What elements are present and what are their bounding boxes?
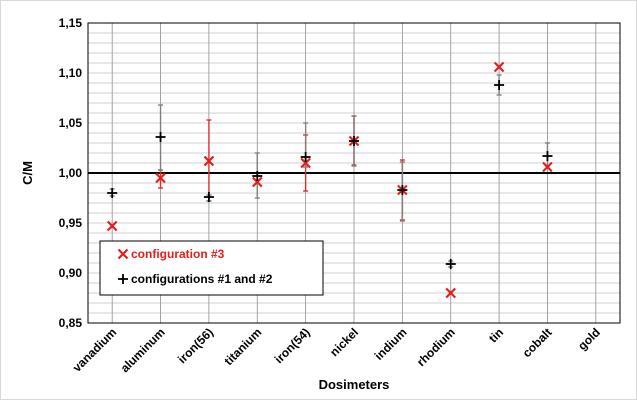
- data-point-x: [251, 176, 263, 188]
- y-tick-label: 0,85: [59, 316, 83, 330]
- data-point-x: [203, 155, 215, 167]
- data-point-plus: [107, 188, 118, 198]
- y-axis-title: C/M: [20, 161, 35, 185]
- data-marks: [106, 61, 553, 299]
- data-point-plus: [300, 152, 311, 162]
- legend-label-series-1: configuration #3: [131, 247, 225, 261]
- data-point-plus: [397, 185, 408, 195]
- data-point-x: [155, 172, 166, 184]
- y-tick-label: 1,00: [59, 166, 83, 180]
- y-tick-label: 0,90: [59, 266, 83, 280]
- plot-area: [87, 22, 621, 324]
- legend-box: [99, 240, 324, 296]
- legend-label-series-2: configurations #1 and #2: [131, 272, 273, 286]
- y-tick-label: 0,95: [59, 216, 83, 230]
- data-point-plus: [203, 192, 214, 202]
- legend: configuration #3 configurations #1 and #…: [99, 240, 324, 296]
- data-point-plus: [349, 136, 359, 146]
- legend-marker-x-icon: [117, 248, 129, 260]
- y-tick-labels: 0,85 0,90 0,95 1,00 1,05 1,10 1,15: [59, 16, 83, 330]
- y-tick-label: 1,05: [59, 116, 83, 130]
- legend-plus-symbol: [118, 274, 128, 284]
- y-tick-label: 1,15: [59, 16, 83, 30]
- data-point-plus: [155, 132, 166, 142]
- data-point-plus: [494, 80, 505, 90]
- x-axis-title: Dosimeters: [319, 377, 390, 392]
- legend-x-symbol: [117, 248, 129, 260]
- data-point-plus: [252, 171, 263, 181]
- data-point-plus: [445, 259, 456, 269]
- y-tick-label: 1,10: [59, 66, 83, 80]
- data-point-x: [542, 161, 553, 173]
- data-point-x: [445, 287, 457, 299]
- data-point-x: [493, 61, 505, 73]
- data-point-x: [106, 220, 118, 232]
- data-point-x: [300, 157, 311, 169]
- data-point-plus: [542, 151, 553, 161]
- legend-marker-plus-icon: [118, 274, 128, 284]
